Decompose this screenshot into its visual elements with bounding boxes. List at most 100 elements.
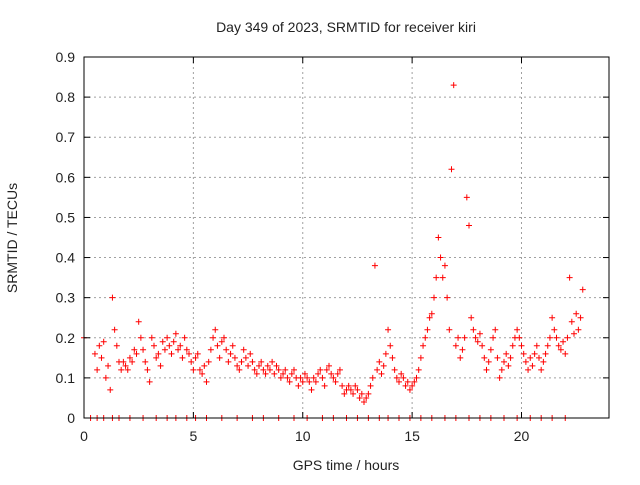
data-point xyxy=(100,338,107,345)
data-point xyxy=(417,354,424,361)
data-point xyxy=(262,370,269,377)
data-point xyxy=(365,390,372,397)
data-point xyxy=(214,342,221,349)
data-point xyxy=(439,274,446,281)
chart-title: Day 349 of 2023, SRMTID for receiver kir… xyxy=(216,19,476,35)
y-tick-label: 0.2 xyxy=(56,330,76,346)
data-point xyxy=(341,390,348,397)
data-point xyxy=(455,334,462,341)
data-point xyxy=(216,354,223,361)
data-point xyxy=(142,358,149,365)
data-point xyxy=(575,326,582,333)
data-point xyxy=(247,350,254,357)
data-point xyxy=(446,326,453,333)
data-point xyxy=(382,350,389,357)
data-point xyxy=(212,326,219,333)
data-point xyxy=(498,366,505,373)
data-point xyxy=(540,358,547,365)
data-point xyxy=(98,354,105,361)
y-tick-label: 0.8 xyxy=(56,89,76,105)
y-tick-label: 0.9 xyxy=(56,49,76,65)
data-point xyxy=(413,374,420,381)
data-point xyxy=(441,262,448,269)
data-point xyxy=(107,386,114,393)
data-point xyxy=(463,194,470,201)
data-point xyxy=(249,358,256,365)
data-point xyxy=(172,330,179,337)
data-point xyxy=(363,394,370,401)
data-point xyxy=(345,382,352,389)
data-point xyxy=(566,274,573,281)
data-point xyxy=(280,370,287,377)
data-point xyxy=(328,370,335,377)
data-point xyxy=(312,378,319,385)
data-point xyxy=(170,338,177,345)
y-tick-label: 0.7 xyxy=(56,129,76,145)
data-point xyxy=(551,326,558,333)
data-point xyxy=(461,334,468,341)
data-point xyxy=(122,362,129,369)
data-point xyxy=(304,374,311,381)
data-point xyxy=(231,354,238,361)
data-point xyxy=(315,370,322,377)
data-point xyxy=(161,346,168,353)
data-point xyxy=(431,294,437,301)
data-point xyxy=(452,342,459,349)
data-point xyxy=(306,378,313,385)
data-point xyxy=(126,354,133,361)
data-point xyxy=(481,354,488,361)
data-point xyxy=(299,378,306,385)
data-point xyxy=(210,334,217,341)
data-point xyxy=(186,350,192,357)
data-point xyxy=(533,342,540,349)
data-point xyxy=(549,314,556,321)
data-point xyxy=(393,374,400,381)
data-point xyxy=(505,362,512,369)
data-point xyxy=(225,358,232,365)
data-point xyxy=(516,334,523,341)
data-point xyxy=(514,326,521,333)
data-point xyxy=(396,378,402,385)
data-point xyxy=(321,382,328,389)
y-tick-label: 0.4 xyxy=(56,250,76,266)
data-point xyxy=(470,326,477,333)
data-point xyxy=(542,350,549,357)
data-point xyxy=(352,382,359,389)
data-point xyxy=(387,342,394,349)
data-point xyxy=(113,342,120,349)
data-point xyxy=(361,398,367,405)
data-point xyxy=(555,342,562,349)
data-point xyxy=(426,314,433,321)
data-point xyxy=(196,366,203,373)
data-point xyxy=(518,342,525,349)
data-point xyxy=(494,354,501,361)
data-point xyxy=(275,366,282,373)
data-point xyxy=(146,378,153,385)
data-point xyxy=(546,334,553,341)
data-point xyxy=(483,366,490,373)
data-point xyxy=(256,362,262,369)
data-point xyxy=(105,362,112,369)
data-point xyxy=(358,390,365,397)
data-point xyxy=(175,346,182,353)
data-point xyxy=(188,358,195,365)
x-tick-label: 10 xyxy=(295,428,311,444)
data-point xyxy=(181,334,188,341)
data-point xyxy=(203,378,210,385)
data-point xyxy=(391,366,398,373)
data-point xyxy=(240,346,247,353)
grid-layer xyxy=(84,57,609,418)
data-point xyxy=(179,354,186,361)
data-point xyxy=(435,234,442,241)
data-point xyxy=(258,358,265,365)
data-point xyxy=(284,374,291,381)
y-tick-label: 0.3 xyxy=(56,290,76,306)
data-point xyxy=(266,366,273,373)
data-point xyxy=(323,366,330,373)
data-point xyxy=(369,374,376,381)
data-point xyxy=(102,374,109,381)
data-point xyxy=(131,346,138,353)
data-point xyxy=(485,358,492,365)
axis-ticks: 0 0.1 0.2 0.3 0.4 0.5 0.6 0.7 0.8 0.9 0 5 10 15 20 xyxy=(56,49,609,444)
data-point xyxy=(415,366,422,373)
